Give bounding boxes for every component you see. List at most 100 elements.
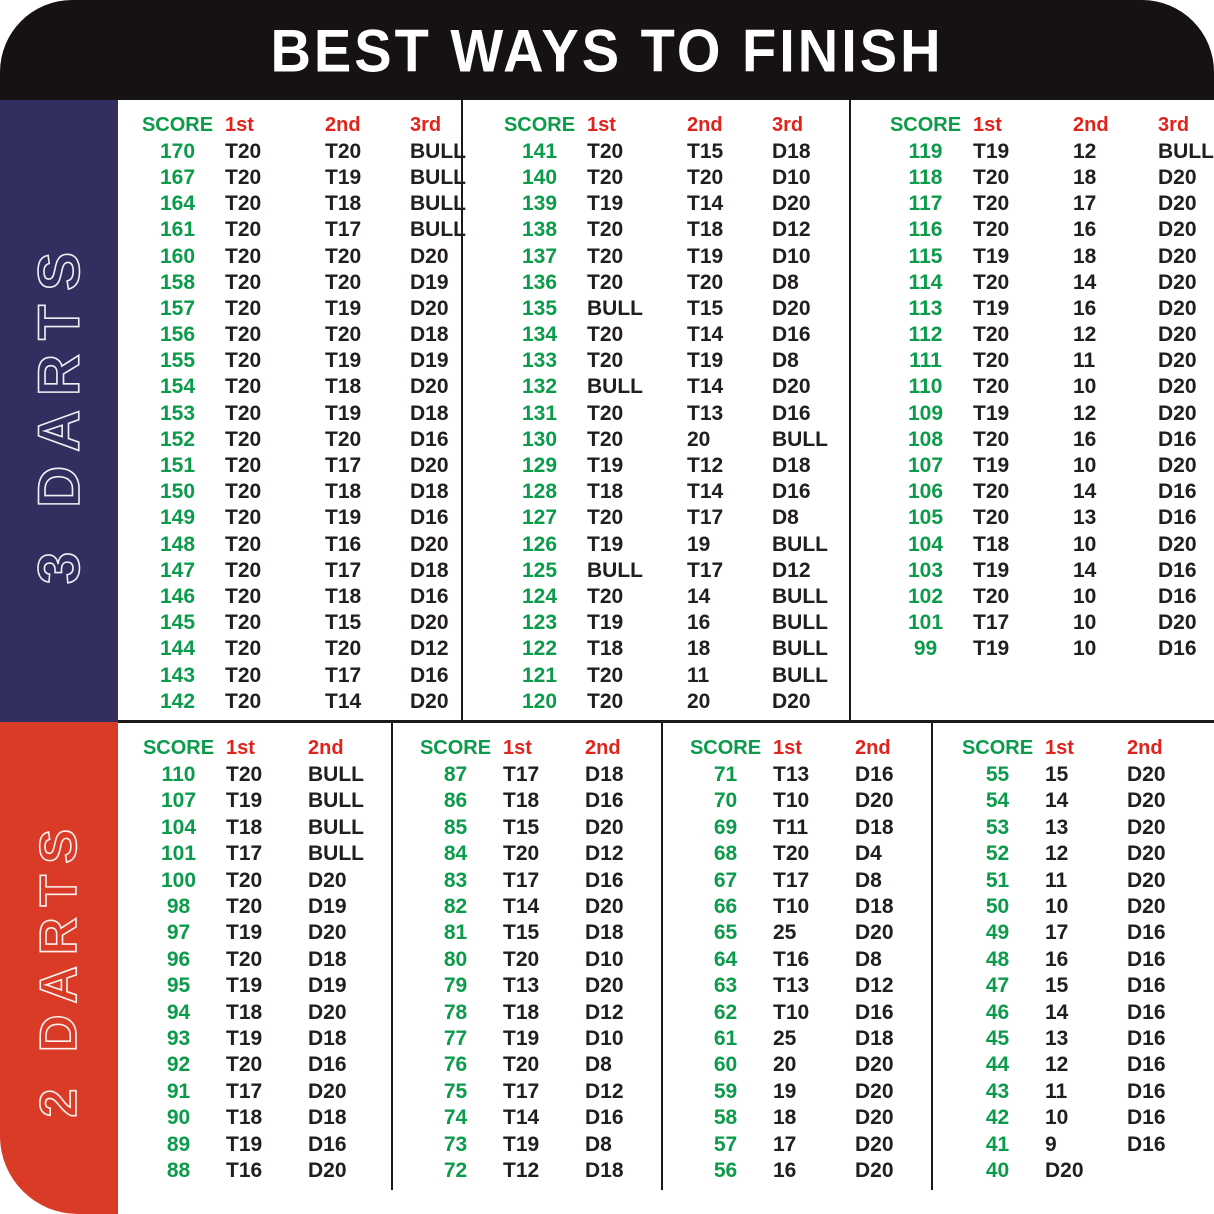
- dart-cell: D20: [772, 375, 811, 399]
- table-row: 155 T20 T19 D19: [130, 348, 455, 374]
- score-cell: 89: [166, 1132, 191, 1156]
- score-cell: 121: [521, 663, 558, 687]
- dart-cell: 25: [773, 1026, 797, 1050]
- score-cell: 137: [521, 244, 558, 268]
- dart-cell: 13: [1045, 815, 1069, 839]
- dart-cell: D20: [1158, 323, 1197, 347]
- score-cell: 123: [521, 611, 558, 635]
- dart-cell: BULL: [410, 139, 466, 163]
- table-row: 72 T12 D18: [408, 1157, 653, 1183]
- dart-cell: T20: [587, 689, 624, 713]
- table-row: 107 T19 10 D20: [878, 452, 1208, 478]
- table-row: 47 15 D16: [950, 973, 1200, 999]
- chart-title: BEST WAYS TO FINISH: [270, 15, 944, 85]
- table-row: 51 11 D20: [950, 867, 1200, 893]
- score-cell: 125: [521, 558, 558, 582]
- dart-cell: D16: [1127, 1026, 1166, 1050]
- table-header-row: SCORE 1st 2nd 3rd: [878, 112, 1208, 138]
- score-cell: 79: [443, 974, 468, 998]
- dart-cell: D12: [585, 1079, 624, 1103]
- table-header-row: SCORE 1st 2nd: [131, 735, 383, 761]
- score-cell: 83: [443, 868, 468, 892]
- dart-cell: 16: [1073, 218, 1097, 242]
- dart-cell: T20: [325, 139, 362, 163]
- dart-cell: D20: [855, 921, 894, 945]
- dart-cell: D10: [585, 1026, 624, 1050]
- dart-cell: 16: [1073, 296, 1097, 320]
- table-row: 108 T20 16 D16: [878, 426, 1208, 452]
- score-cell: 141: [521, 139, 558, 163]
- dart-cell: T14: [687, 323, 724, 347]
- score-cell: 156: [159, 323, 196, 347]
- dart-cell: D16: [585, 1106, 624, 1130]
- dart-cell: 12: [1073, 323, 1097, 347]
- table-row: 103 T19 14 D16: [878, 557, 1208, 583]
- dart-cell: 12: [1045, 1053, 1069, 1077]
- dart-cell: D20: [308, 921, 347, 945]
- table-row: 142 T20 T14 D20: [130, 688, 455, 714]
- dart-cell: T17: [687, 558, 724, 582]
- score-cell: 68: [713, 842, 738, 866]
- dart-cell: T19: [226, 1026, 263, 1050]
- table-row: 93 T19 D18: [131, 1025, 383, 1051]
- column-header: 1st: [503, 737, 532, 760]
- score-cell: 157: [159, 296, 196, 320]
- table-row: 75 T17 D12: [408, 1078, 653, 1104]
- score-cell: 111: [909, 349, 942, 373]
- dart-cell: D12: [585, 842, 624, 866]
- score-cell: 160: [159, 244, 196, 268]
- score-cell: 112: [908, 323, 943, 347]
- dart-cell: T19: [587, 192, 624, 216]
- score-cell: 59: [713, 1079, 738, 1103]
- dart-cell: 12: [1045, 842, 1069, 866]
- table-row: 85 T15 D20: [408, 814, 653, 840]
- dart-cell: T13: [503, 974, 540, 998]
- score-cell: 110: [161, 763, 196, 787]
- table-row: 125 BULL T17 D12: [492, 557, 842, 583]
- dart-cell: 11: [1073, 349, 1096, 373]
- dart-cell: 19: [687, 532, 711, 556]
- dart-cell: D16: [1127, 1132, 1166, 1156]
- dart-cell: T17: [325, 218, 362, 242]
- score-cell: 53: [985, 815, 1010, 839]
- table-row: 88 T16 D20: [131, 1157, 383, 1183]
- score-cell: 76: [443, 1053, 468, 1077]
- dart-cell: T13: [773, 974, 810, 998]
- score-cell: 72: [443, 1158, 468, 1182]
- score-cell: 122: [521, 637, 558, 661]
- score-cell: 139: [521, 192, 558, 216]
- score-cell: 149: [159, 506, 196, 530]
- score-cell: 41: [985, 1132, 1010, 1156]
- dart-cell: D16: [410, 427, 449, 451]
- table-row: 126 T19 19 BULL: [492, 531, 842, 557]
- table-row: 115 T19 18 D20: [878, 243, 1208, 269]
- score-cell: 114: [908, 270, 943, 294]
- dart-cell: T17: [973, 611, 1010, 635]
- table-row: 97 T19 D20: [131, 920, 383, 946]
- score-cell: 145: [159, 611, 196, 635]
- dart-cell: D20: [1158, 375, 1197, 399]
- score-cell: 153: [159, 401, 196, 425]
- dart-cell: D8: [772, 506, 799, 530]
- score-cell: 63: [713, 974, 738, 998]
- dart-cell: D18: [308, 1106, 347, 1130]
- table-row: 62 T10 D16: [678, 999, 923, 1025]
- column-header: SCORE: [419, 737, 492, 760]
- table-row: 89 T19 D16: [131, 1131, 383, 1157]
- score-cell: 47: [985, 974, 1010, 998]
- dart-cell: T20: [225, 296, 262, 320]
- dart-cell: 11: [687, 663, 710, 687]
- table-row: 130 T20 20 BULL: [492, 426, 842, 452]
- dart-cell: D16: [855, 1000, 894, 1024]
- checkout-table-3darts-b: SCORE 1st 2nd 3rd 141 T20 T15 D18 140 T20 T20 D10 13…: [492, 112, 842, 714]
- dart-cell: T11: [773, 815, 809, 839]
- dart-cell: T20: [973, 349, 1010, 373]
- score-cell: 126: [521, 532, 558, 556]
- table-header-row: SCORE 1st 2nd: [678, 735, 923, 761]
- dart-cell: T20: [587, 349, 624, 373]
- dart-cell: 20: [687, 689, 711, 713]
- dart-cell: T20: [973, 165, 1010, 189]
- dart-cell: T19: [687, 349, 724, 373]
- column-header: 2nd: [325, 114, 361, 137]
- dart-cell: T19: [503, 1132, 540, 1156]
